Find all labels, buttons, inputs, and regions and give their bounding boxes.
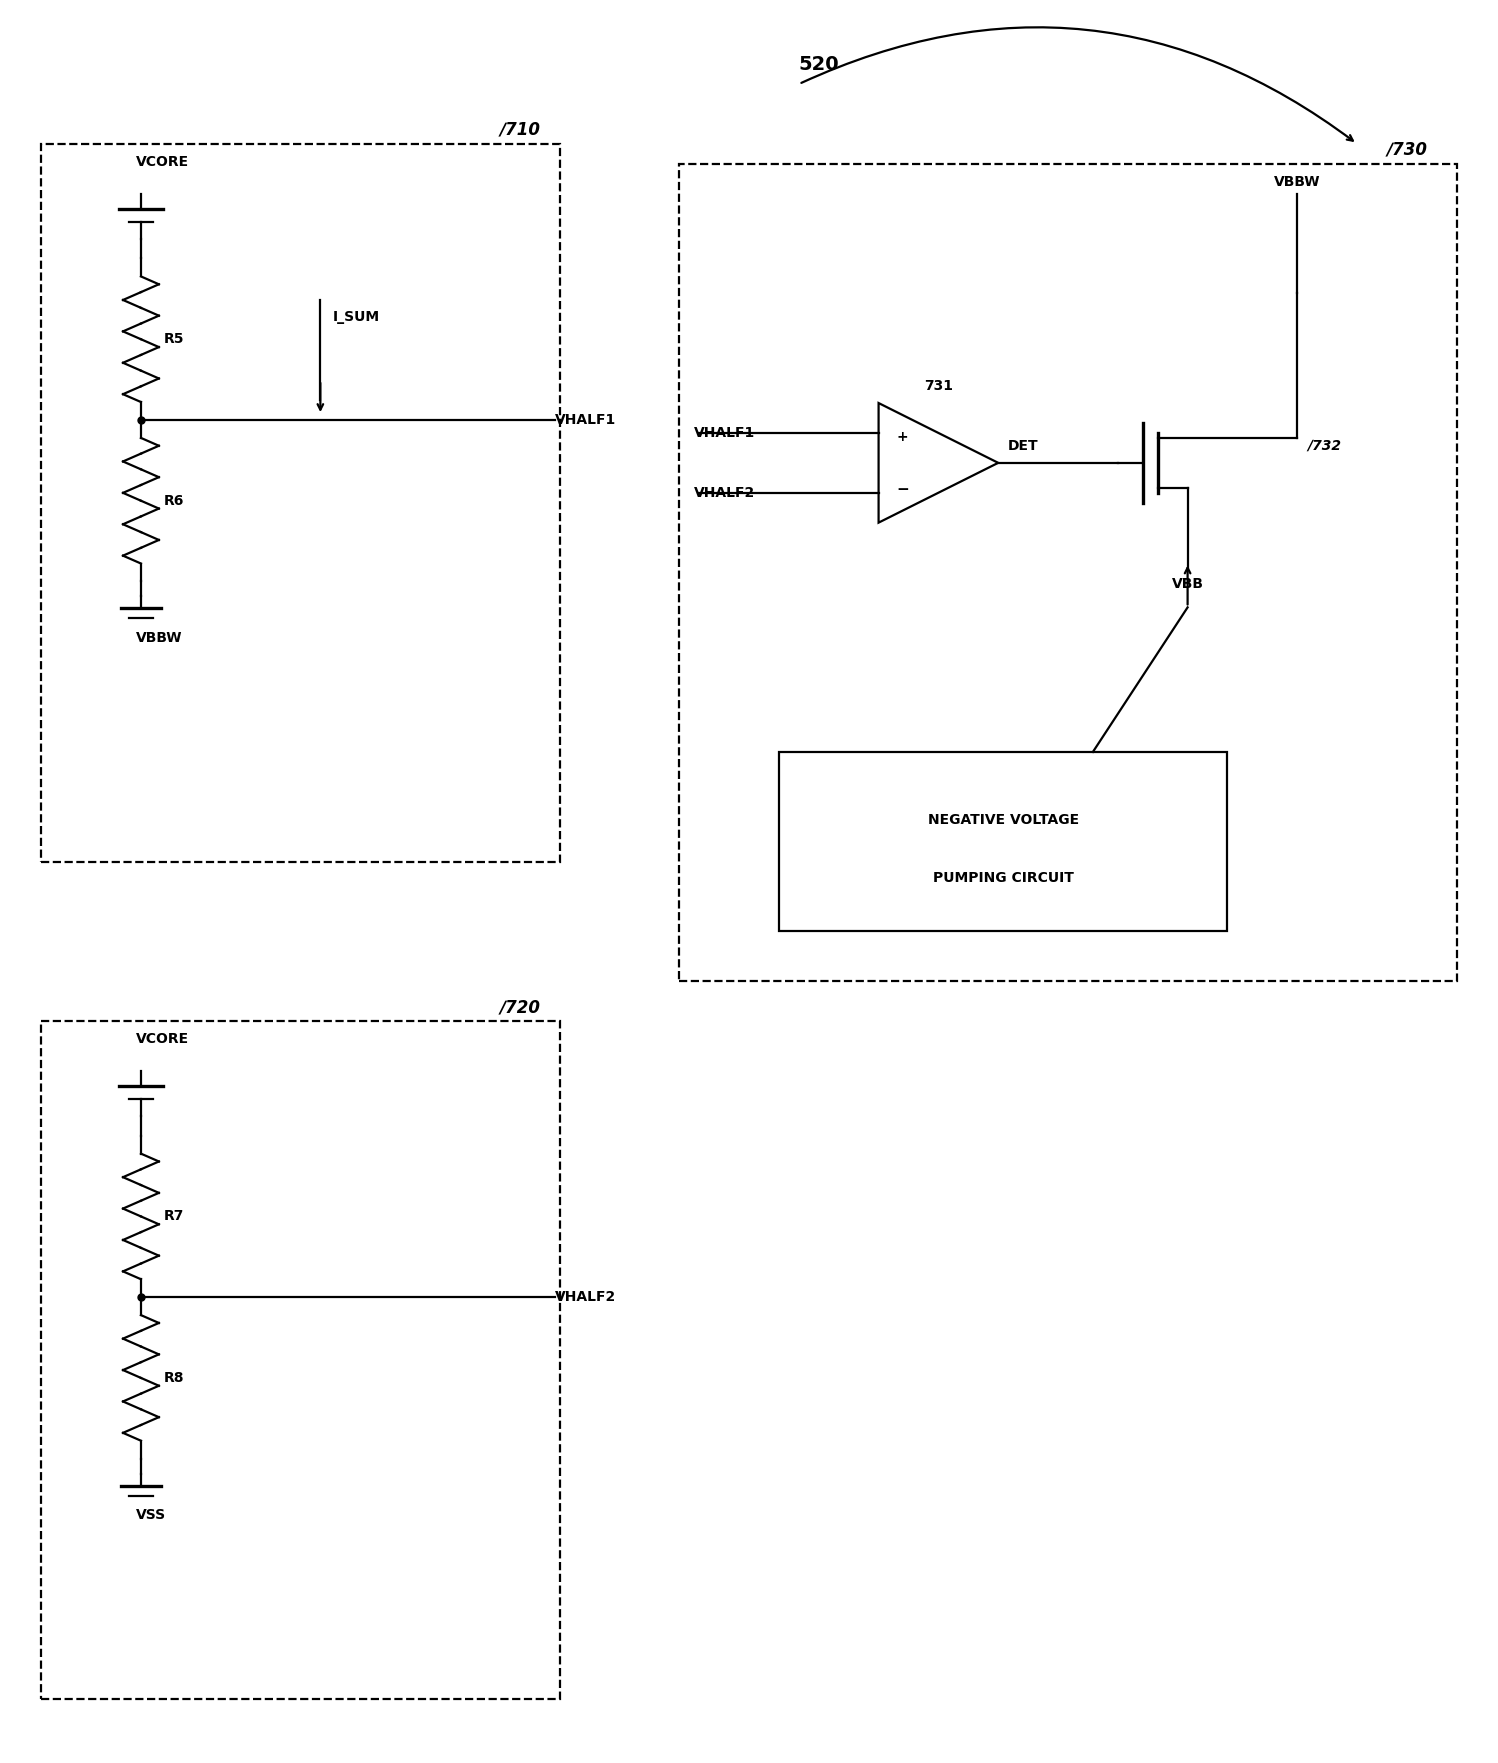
Text: R7: R7 [163,1209,184,1224]
Text: ∕732: ∕732 [1308,439,1341,453]
Text: ∕730: ∕730 [1387,141,1428,159]
Text: VBB: VBB [1171,578,1203,591]
Text: ∕710: ∕710 [500,122,541,139]
Text: I_SUM: I_SUM [333,310,379,324]
Text: VHALF2: VHALF2 [694,487,755,499]
Text: +: + [897,430,908,444]
Text: NEGATIVE VOLTAGE: NEGATIVE VOLTAGE [927,813,1079,827]
Text: DET: DET [1008,439,1038,453]
Text: PUMPING CIRCUIT: PUMPING CIRCUIT [933,871,1074,885]
Text: VHALF1: VHALF1 [554,413,616,427]
Text: 520: 520 [798,55,839,74]
Text: −: − [896,481,909,497]
Text: VHALF2: VHALF2 [554,1291,616,1305]
Text: R6: R6 [163,494,184,508]
Text: VCORE: VCORE [136,155,189,169]
Text: R5: R5 [163,331,184,346]
Text: VBBW: VBBW [1273,175,1321,189]
Text: R8: R8 [163,1372,184,1386]
Text: VCORE: VCORE [136,1031,189,1045]
Text: VHALF1: VHALF1 [694,427,755,441]
Text: VSS: VSS [136,1509,166,1523]
Text: 731: 731 [924,379,953,393]
Text: VBBW: VBBW [136,631,183,645]
Text: ∕720: ∕720 [500,998,541,1015]
